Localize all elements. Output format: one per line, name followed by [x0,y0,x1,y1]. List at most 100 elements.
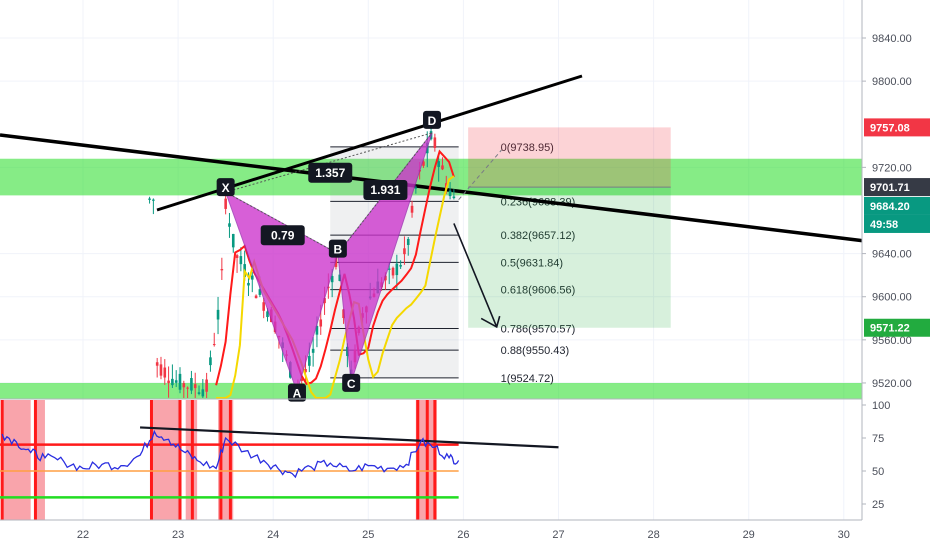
candle-body-30 [262,302,265,311]
candle-body-20 [224,198,227,209]
candle-body-67 [403,248,406,255]
candle-body-16 [209,357,212,366]
candle-body-23 [235,255,239,258]
price-tick-0: 9840.00 [872,33,912,45]
pattern-point-d [423,110,442,129]
candle-body-2 [155,362,159,366]
candle-body-69 [410,205,414,213]
candle-body-42 [308,355,311,366]
candle-body-15 [205,379,208,392]
candle-body-52 [346,346,349,356]
candle-body-48 [330,276,334,283]
pattern-point-a [287,383,306,402]
candle-body-26 [247,282,250,286]
candle-body-12 [193,384,197,389]
candle-body-51 [342,309,345,318]
candle-body-50 [338,274,342,281]
candle-body-76 [437,161,440,167]
projection-arrow [453,223,498,328]
candle-body-27 [250,275,254,280]
candle-body-5 [167,380,170,384]
candle-body-63 [387,268,391,270]
osc-trendline [140,426,559,449]
candle-body-72 [422,161,425,166]
candle-body-1 [152,199,155,201]
price-badge-label-3: 49:58 [870,219,898,231]
osc-highlight-0 [2,400,31,520]
price-tick-3: 9640.00 [872,249,912,261]
candle-body-19 [220,269,224,271]
candle-body-0 [148,198,151,200]
projection-dashed-line [458,149,502,201]
pattern-ratio-label-1: 0.79 [271,228,295,242]
price-badge-label-0: 9757.08 [870,122,910,134]
fib-label-0: 0(9738.95) [501,142,554,154]
candle-body-4 [163,367,167,378]
pattern-xb-line [225,191,339,255]
candle-body-6 [171,378,174,386]
time-tick-8: 30 [838,529,850,541]
fib-label-3: 0.5(9631.84) [501,257,563,269]
time-tick-0: 22 [77,529,89,541]
candle-body-68 [406,239,410,246]
candle-body-29 [258,289,262,295]
price-axis [862,0,932,550]
price-badge-3 [864,214,930,233]
osc-highlight-2 [151,400,181,520]
price-badge-0 [864,118,930,137]
candle-body-66 [399,265,402,267]
candle-body-31 [266,311,269,318]
price-badge-2 [864,196,930,215]
candle-body-80 [452,196,456,199]
pattern-point-label-d: D [428,114,437,128]
stop-loss-area [468,127,671,188]
pattern-ratio-0 [308,162,353,183]
pattern-point-x [216,178,235,197]
pattern-point-b [328,239,347,258]
price-badge-label-4: 9571.22 [870,323,910,335]
candle-body-70 [414,187,418,189]
candle-body-21 [228,223,231,227]
candle-body-14 [201,389,205,397]
pattern-point-label-x: X [222,181,230,195]
candle-body-79 [448,190,452,197]
price-tick-6: 9520.00 [872,378,912,390]
pattern-ratio-label-0: 1.357 [315,166,345,180]
candle-body-44 [315,326,319,335]
pattern-ratio-label-2: 1.931 [370,183,400,197]
fib-label-4: 0.618(9606.56) [501,285,576,297]
time-tick-7: 29 [743,529,755,541]
candle-body-75 [433,137,437,148]
take-profit-area [468,187,671,328]
pattern-point-label-c: C [347,377,356,391]
osc-tick-1: 75 [872,433,884,445]
pattern-point-label-b: B [334,243,343,257]
time-tick-3: 25 [362,529,374,541]
candle-body-77 [441,165,444,170]
oscillator-line [1,429,460,479]
fib-label-5: 0.786(9570.57) [501,323,576,335]
support-zone-1 [0,382,862,400]
price-tick-1: 9800.00 [872,76,912,88]
candle-body-9 [182,383,186,388]
candle-body-49 [334,257,338,267]
candle-body-46 [323,298,326,304]
pattern-triangle-xab [224,191,339,394]
projection-arrow-head [480,315,501,329]
pattern-point-c [342,373,361,392]
time-tick-5: 27 [552,529,564,541]
price-badge-4 [864,318,930,337]
pattern-ratio-1 [260,225,305,246]
candle-body-45 [319,319,323,327]
time-tick-1: 23 [172,529,184,541]
candle-body-11 [190,378,193,391]
candle-body-28 [254,295,258,299]
candle-body-65 [395,263,399,276]
candle-body-13 [197,392,201,394]
candle-body-41 [304,369,307,373]
candle-body-64 [391,267,395,276]
osc-tick-0: 100 [872,400,890,412]
